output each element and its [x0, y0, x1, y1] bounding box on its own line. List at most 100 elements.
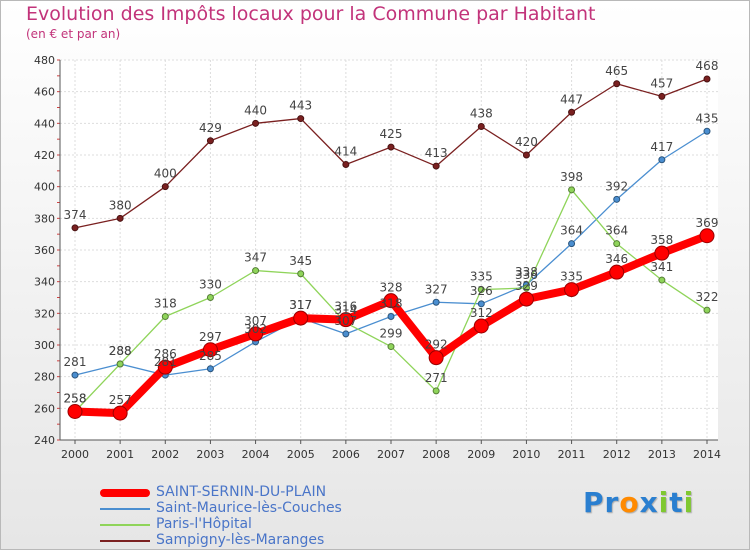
- logo-letter: o: [619, 486, 640, 519]
- data-label-sampigny-les-maranges: 457: [650, 76, 673, 90]
- data-point-paris-l-hopital: [703, 306, 711, 314]
- data-point-paris-l-hopital: [568, 186, 576, 194]
- data-label-saint-maurice-les-couches: 364: [560, 224, 583, 238]
- data-label-saint-sernin-du-plain: 292: [425, 338, 448, 352]
- data-point-sampigny-les-maranges: [613, 80, 621, 88]
- data-point-sampigny-les-maranges: [71, 224, 79, 232]
- data-point-saint-sernin-du-plain: [699, 228, 715, 244]
- data-point-saint-maurice-les-couches: [432, 298, 440, 306]
- data-label-saint-sernin-du-plain: 257: [109, 393, 132, 407]
- data-label-paris-l-hopital: 258: [64, 392, 87, 406]
- data-point-sampigny-les-maranges: [522, 151, 530, 159]
- data-label-paris-l-hopital: 299: [380, 327, 403, 341]
- data-point-sampigny-les-maranges: [568, 108, 576, 116]
- data-label-saint-maurice-les-couches: 392: [605, 179, 628, 193]
- y-tick-label: 320: [34, 307, 55, 320]
- data-point-saint-sernin-du-plain: [473, 318, 489, 334]
- x-tick-label: 2010: [512, 448, 540, 461]
- legend-label: SAINT-SERNIN-DU-PLAIN: [156, 484, 327, 500]
- data-point-saint-sernin-du-plain: [157, 359, 173, 375]
- data-label-paris-l-hopital: 330: [199, 278, 222, 292]
- data-label-saint-maurice-les-couches: 317: [289, 298, 312, 312]
- data-point-saint-sernin-du-plain: [518, 291, 534, 307]
- data-point-saint-sernin-du-plain: [428, 350, 444, 366]
- data-labels: 374 380 400 429 440 443 414 425 413 438 420 447 465 4…: [64, 59, 719, 407]
- data-label-sampigny-les-maranges: 425: [380, 127, 403, 141]
- data-point-paris-l-hopital: [613, 240, 621, 248]
- data-label-saint-sernin-du-plain: 328: [380, 281, 403, 295]
- data-point-paris-l-hopital: [658, 276, 666, 284]
- legend-swatch-saint-maurice: [100, 508, 150, 510]
- data-point-saint-maurice-les-couches: [703, 127, 711, 135]
- data-label-paris-l-hopital: 322: [696, 290, 719, 304]
- legend-swatch-sampigny: [100, 540, 150, 542]
- data-label-sampigny-les-maranges: 468: [696, 59, 719, 73]
- data-label-saint-maurice-les-couches: 338: [515, 265, 538, 279]
- y-tick-label: 340: [34, 276, 55, 289]
- x-tick-label: 2009: [467, 448, 495, 461]
- data-point-paris-l-hopital: [161, 313, 169, 320]
- data-point-sampigny-les-maranges: [206, 137, 214, 145]
- y-tick-label: 300: [34, 339, 55, 352]
- data-point-saint-sernin-du-plain: [654, 245, 670, 261]
- data-label-paris-l-hopital: 335: [470, 270, 493, 284]
- data-label-saint-sernin-du-plain: 297: [199, 330, 222, 344]
- x-tick-label: 2000: [61, 448, 89, 461]
- data-label-saint-maurice-les-couches: 285: [199, 349, 222, 363]
- line-chart: 240 260 280 300 320 340 360 380 400 420 440 460 480 2…: [34, 54, 721, 461]
- data-label-sampigny-les-maranges: 374: [64, 208, 87, 222]
- data-point-saint-maurice-les-couches: [206, 365, 214, 373]
- data-point-paris-l-hopital: [477, 286, 485, 294]
- data-point-sampigny-les-maranges: [703, 75, 711, 83]
- data-label-saint-sernin-du-plain: 369: [696, 216, 719, 230]
- data-label-paris-l-hopital: 364: [605, 224, 628, 238]
- data-point-saint-sernin-du-plain: [609, 264, 625, 280]
- x-tick-label: 2004: [242, 448, 270, 461]
- series-lines: [67, 75, 715, 421]
- x-tick-label: 2013: [648, 448, 676, 461]
- gridlines: [60, 59, 718, 441]
- data-label-saint-sernin-du-plain: 329: [515, 279, 538, 293]
- logo-letter: P: [583, 486, 605, 519]
- data-label-sampigny-les-maranges: 400: [154, 167, 177, 181]
- legend: SAINT-SERNIN-DU-PLAIN Saint-Maurice-lès-…: [100, 484, 430, 549]
- logo-letter: i: [683, 486, 695, 519]
- data-point-saint-sernin-du-plain: [248, 326, 264, 342]
- data-label-paris-l-hopital: 288: [109, 344, 132, 358]
- data-label-saint-maurice-les-couches: 318: [380, 297, 403, 311]
- data-label-saint-maurice-les-couches: 417: [650, 140, 673, 154]
- data-point-saint-maurice-les-couches: [568, 240, 576, 248]
- data-label-sampigny-les-maranges: 414: [334, 145, 357, 159]
- legend-item: Paris-l'Hôpital: [100, 516, 430, 533]
- data-point-paris-l-hopital: [297, 270, 305, 278]
- logo-letter: x: [639, 486, 659, 519]
- legend-item: Saint-Maurice-lès-Couches: [100, 500, 430, 517]
- y-tick-label: 420: [34, 149, 55, 162]
- chart-subtitle: (en € et par an): [26, 27, 121, 41]
- y-tick-label: 460: [34, 86, 55, 99]
- data-label-sampigny-les-maranges: 465: [605, 64, 628, 78]
- x-tick-label: 2001: [106, 448, 134, 461]
- legend-label: Sampigny-lès-Maranges: [156, 532, 325, 548]
- data-point-sampigny-les-maranges: [116, 214, 124, 222]
- y-tick-label: 260: [34, 402, 55, 415]
- data-label-saint-maurice-les-couches: 281: [154, 355, 177, 369]
- data-label-saint-sernin-du-plain: 317: [289, 298, 312, 312]
- data-label-sampigny-les-maranges: 380: [109, 198, 132, 212]
- data-point-paris-l-hopital: [252, 267, 260, 275]
- x-tick-label: 2006: [332, 448, 360, 461]
- data-point-paris-l-hopital: [432, 387, 440, 395]
- y-tick-label: 360: [34, 244, 55, 257]
- legend-swatch-paris-l-hopital: [100, 524, 150, 526]
- data-label-saint-sernin-du-plain: 346: [605, 252, 628, 266]
- data-label-saint-maurice-les-couches: 281: [64, 355, 87, 369]
- x-tick-label: 2008: [422, 448, 450, 461]
- data-label-saint-sernin-du-plain: 335: [560, 270, 583, 284]
- data-label-saint-sernin-du-plain: 316: [334, 300, 357, 314]
- data-label-saint-sernin-du-plain: 312: [470, 306, 493, 320]
- x-tick-label: 2007: [377, 448, 405, 461]
- legend-item: Sampigny-lès-Maranges: [100, 532, 430, 549]
- data-label-paris-l-hopital: 314: [334, 303, 357, 317]
- data-point-paris-l-hopital: [206, 294, 214, 301]
- y-tick-label: 240: [34, 434, 55, 447]
